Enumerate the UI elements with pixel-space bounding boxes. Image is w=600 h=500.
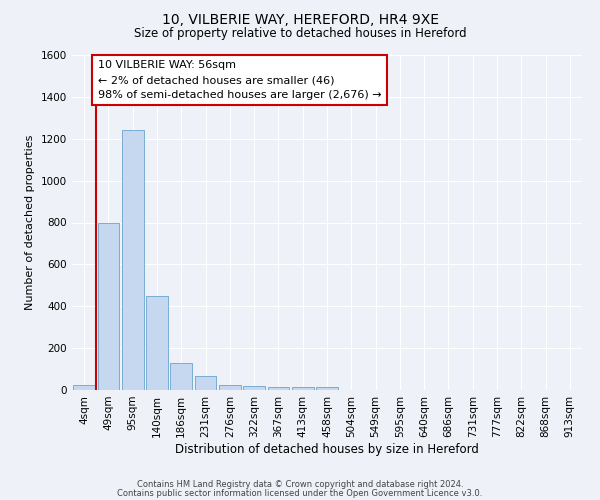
Bar bbox=[268, 387, 289, 390]
Bar bbox=[316, 387, 338, 390]
Bar bbox=[243, 386, 265, 390]
Text: Contains HM Land Registry data © Crown copyright and database right 2024.: Contains HM Land Registry data © Crown c… bbox=[137, 480, 463, 489]
Text: 10, VILBERIE WAY, HEREFORD, HR4 9XE: 10, VILBERIE WAY, HEREFORD, HR4 9XE bbox=[161, 12, 439, 26]
Text: 10 VILBERIE WAY: 56sqm
← 2% of detached houses are smaller (46)
98% of semi-deta: 10 VILBERIE WAY: 56sqm ← 2% of detached … bbox=[98, 60, 382, 100]
X-axis label: Distribution of detached houses by size in Hereford: Distribution of detached houses by size … bbox=[175, 442, 479, 456]
Bar bbox=[219, 385, 241, 390]
Bar bbox=[122, 130, 143, 390]
Text: Size of property relative to detached houses in Hereford: Size of property relative to detached ho… bbox=[134, 28, 466, 40]
Bar bbox=[194, 376, 217, 390]
Bar bbox=[292, 387, 314, 390]
Bar bbox=[73, 385, 95, 390]
Text: Contains public sector information licensed under the Open Government Licence v3: Contains public sector information licen… bbox=[118, 488, 482, 498]
Y-axis label: Number of detached properties: Number of detached properties bbox=[25, 135, 35, 310]
Bar bbox=[146, 296, 168, 390]
Bar bbox=[170, 363, 192, 390]
Bar bbox=[97, 222, 119, 390]
